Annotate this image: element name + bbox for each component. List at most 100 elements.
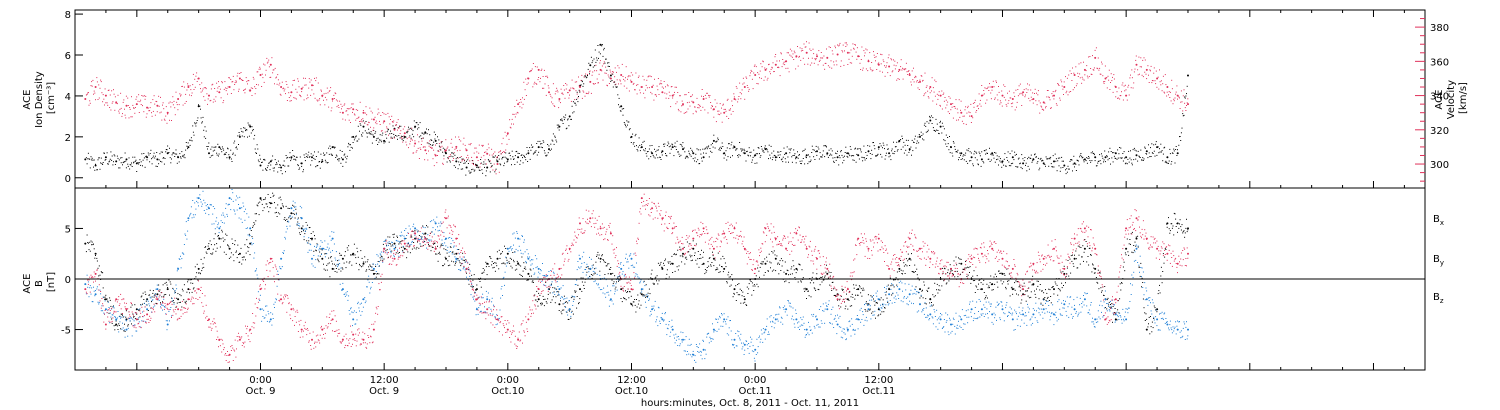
scatter-dot-left — [96, 169, 98, 171]
scatter-dot-left — [521, 154, 523, 156]
scatter-dot-right — [599, 60, 601, 62]
scatter-dot-right — [661, 86, 663, 88]
scatter-dot-right — [572, 87, 574, 89]
scatter-dot-left — [530, 149, 532, 151]
scatter-dot-bx — [511, 258, 512, 260]
scatter-dot-bx — [431, 246, 433, 248]
scatter-dot-left — [1034, 153, 1036, 155]
scatter-dot-left — [593, 58, 595, 60]
scatter-dot-left — [586, 76, 588, 78]
scatter-dot-left — [1079, 156, 1081, 158]
scatter-dot-bx — [632, 305, 634, 307]
scatter-dot-left — [210, 155, 212, 157]
scatter-dot-bx — [144, 291, 146, 293]
scatter-dot-right — [851, 62, 853, 64]
scatter-dot-left — [246, 129, 248, 131]
scatter-dot-left — [333, 146, 335, 148]
scatter-dot-left — [555, 139, 557, 141]
scatter-dot-left — [614, 81, 616, 83]
scatter-dot-bx — [524, 266, 526, 268]
scatter-dot-right — [686, 111, 688, 113]
scatter-dot-left — [523, 156, 525, 157]
scatter-dot-right — [146, 113, 148, 115]
scatter-dot-left — [1112, 161, 1114, 163]
scatter-dot-right — [1035, 100, 1037, 102]
scatter-dot-bx — [236, 250, 237, 252]
scatter-dot-bx — [228, 246, 230, 248]
scatter-dot-bx — [480, 286, 482, 288]
scatter-dot-bx — [751, 282, 753, 284]
scatter-dot-right — [655, 94, 657, 96]
scatter-dot-right — [805, 46, 807, 48]
scatter-dot-bx — [547, 298, 549, 300]
scatter-dot-left — [939, 122, 941, 124]
scatter-dot-right — [358, 116, 360, 118]
scatter-dot-left — [802, 150, 804, 152]
scatter-dot-right — [818, 50, 820, 52]
scatter-dot-left — [546, 154, 548, 156]
scatter-dot-bx — [722, 255, 724, 257]
scatter-dot-left — [525, 159, 527, 161]
data-point-left-40 — [496, 160, 499, 163]
scatter-dot-bx — [1007, 280, 1008, 282]
scatter-dot-right — [846, 42, 847, 44]
scatter-dot-left — [1125, 162, 1127, 164]
scatter-dot-right — [489, 154, 491, 156]
scatter-dot-left — [252, 130, 254, 132]
scatter-dot-right — [1173, 100, 1175, 102]
scatter-dot-right — [1024, 96, 1026, 98]
scatter-dot-right — [160, 96, 161, 98]
scatter-dot-right — [201, 90, 203, 92]
scatter-dot-left — [509, 152, 511, 154]
scatter-dot-bx — [1054, 281, 1056, 283]
scatter-dot-right — [436, 162, 438, 164]
scatter-dot-left — [125, 160, 127, 162]
scatter-dot-left — [232, 153, 234, 155]
data-point-left-55 — [651, 152, 654, 155]
scatter-dot-left — [688, 152, 690, 154]
scatter-dot-right — [190, 95, 192, 97]
scatter-dot-bx — [328, 262, 330, 264]
scatter-dot-right — [1124, 84, 1126, 86]
scatter-dot-bx — [98, 265, 100, 267]
scatter-dot-right — [762, 61, 764, 63]
scatter-dot-left — [100, 162, 102, 164]
scatter-dot-left — [352, 142, 354, 143]
scatter-dot-bx — [735, 300, 737, 301]
scatter-dot-bx — [368, 266, 370, 268]
scatter-dot-right — [1181, 101, 1183, 103]
scatter-dot-left — [1176, 155, 1178, 156]
scatter-dot-left — [809, 161, 811, 163]
scatter-dot-right — [825, 62, 827, 64]
scatter-dot-bx — [456, 258, 458, 260]
scatter-dot-right — [386, 127, 388, 129]
scatter-dot-right — [648, 87, 650, 89]
scatter-dot-bx — [876, 302, 878, 304]
scatter-dot-right — [411, 127, 413, 129]
scatter-dot-left — [562, 123, 564, 124]
scatter-dot-left — [732, 147, 734, 149]
scatter-dot-right — [1168, 91, 1170, 93]
scatter-dot-bx — [522, 275, 523, 277]
scatter-dot-bx — [238, 254, 239, 255]
scatter-dot-bx — [842, 289, 844, 291]
scatter-dot-bx — [592, 274, 594, 276]
scatter-dot-left — [236, 148, 238, 150]
scatter-dot-left — [1003, 164, 1005, 166]
scatter-dot-left — [190, 137, 192, 139]
scatter-dot-right — [724, 108, 726, 110]
scatter-dot-left — [481, 169, 483, 171]
scatter-dot-left — [677, 151, 679, 153]
scatter-dot-bx — [468, 283, 470, 285]
data-point-bx-69 — [795, 267, 798, 270]
scatter-dot-bx — [583, 288, 585, 289]
scatter-dot-bx — [925, 298, 927, 300]
scatter-dot-bx — [248, 247, 250, 249]
scatter-dot-left — [106, 152, 108, 154]
scatter-dot-bx — [520, 265, 522, 267]
scatter-dot-right — [392, 121, 394, 123]
scatter-dot-bx — [355, 262, 357, 264]
scatter-dot-left — [877, 153, 879, 155]
scatter-dot-left — [207, 148, 208, 150]
scatter-dot-left — [1186, 85, 1188, 87]
